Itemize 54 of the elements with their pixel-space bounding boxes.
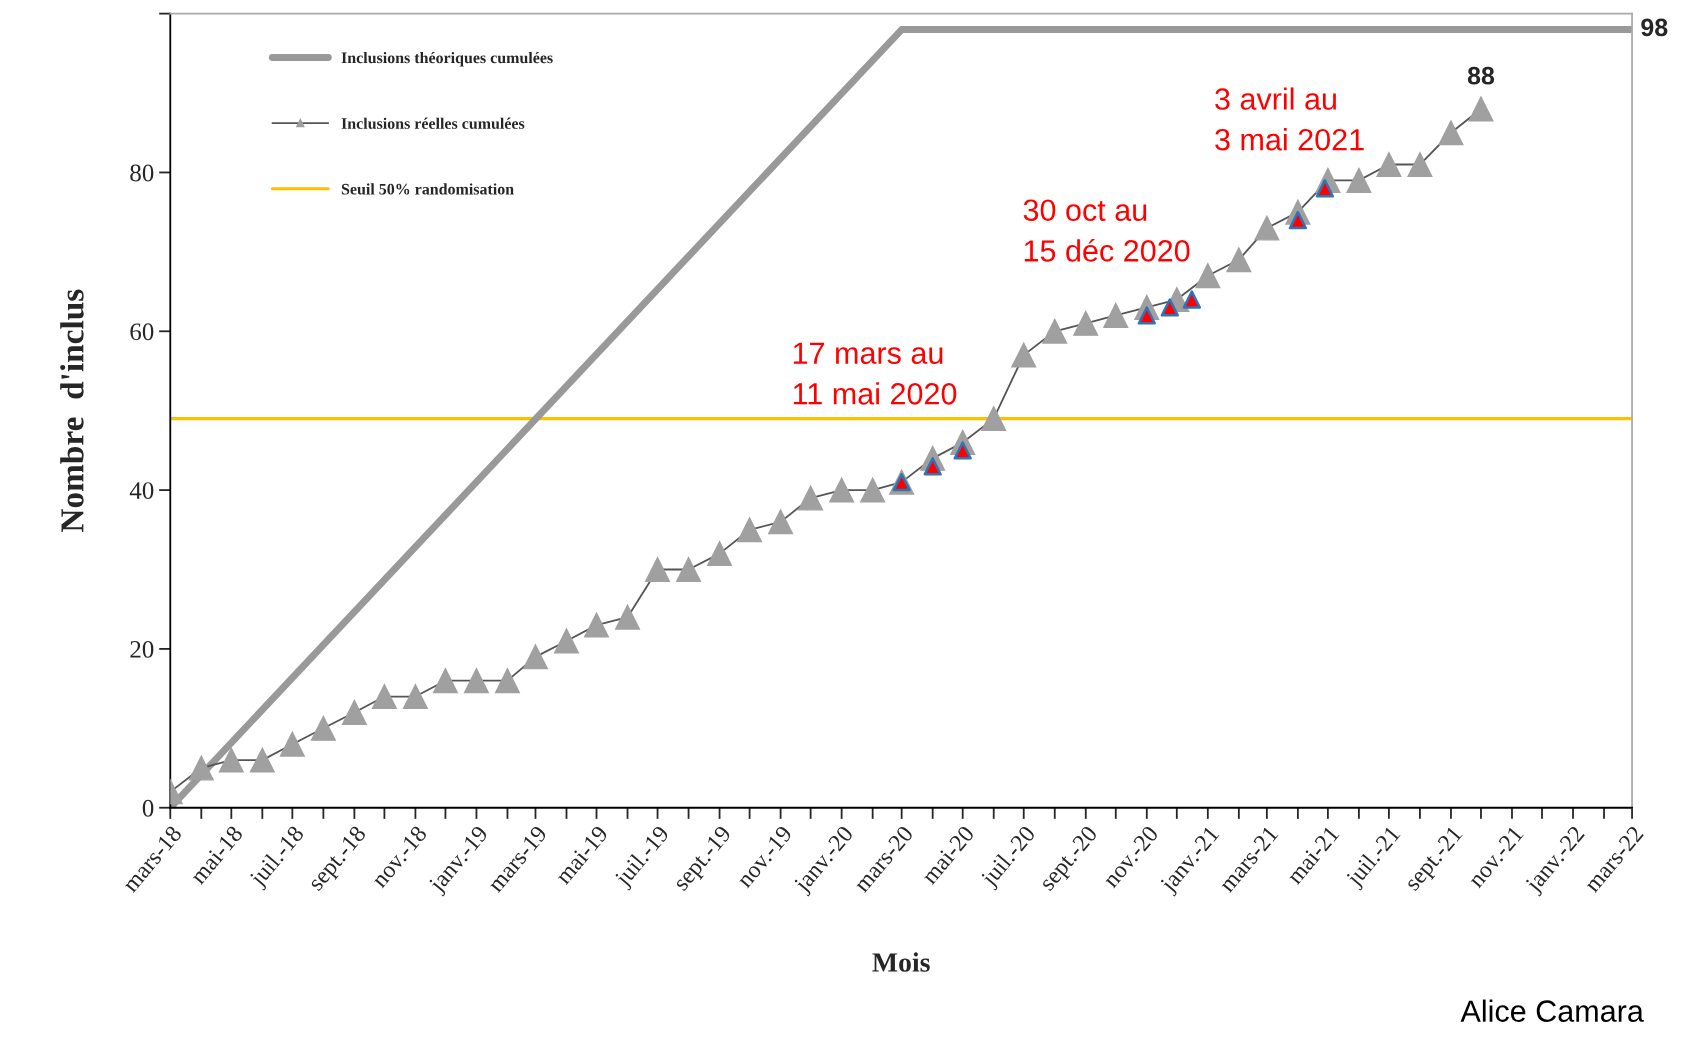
point xyxy=(1011,342,1037,368)
text: Alice Camara xyxy=(1460,999,1644,1022)
point xyxy=(341,699,367,725)
point xyxy=(860,477,886,503)
point xyxy=(188,755,214,781)
point xyxy=(371,684,397,710)
point xyxy=(1160,298,1179,317)
x-axis-title: Mois xyxy=(872,952,930,972)
point xyxy=(1226,247,1252,273)
point xyxy=(1376,152,1402,178)
point xyxy=(707,541,733,567)
y-tick-label: 20 xyxy=(130,640,154,658)
data-label: 98 xyxy=(1641,18,1668,37)
point xyxy=(829,477,855,503)
y-tick-label: 60 xyxy=(130,323,154,341)
point xyxy=(1042,318,1068,344)
point xyxy=(494,668,520,694)
annotation: 3 avril au 3 mai 2021 xyxy=(1215,87,1364,151)
point xyxy=(676,557,702,583)
y-tick-label: 0 xyxy=(142,799,154,817)
annotation: 17 mars au 11 mai 2020 xyxy=(793,342,957,405)
y-tick-label: 40 xyxy=(129,482,154,500)
legend-label: Inclusions théoriques cumulées xyxy=(341,51,553,67)
y-tick-label: 80 xyxy=(130,164,154,182)
point xyxy=(1438,120,1464,146)
point xyxy=(1103,302,1129,328)
point xyxy=(279,731,305,757)
y-axis-title: Nombre d'inclus xyxy=(60,289,84,532)
point xyxy=(981,406,1007,432)
data-label: 88 xyxy=(1467,66,1495,85)
point xyxy=(1346,167,1372,193)
point xyxy=(522,644,548,670)
point xyxy=(1468,96,1494,122)
point xyxy=(645,557,671,583)
point xyxy=(615,604,641,630)
point xyxy=(798,485,824,511)
point xyxy=(249,747,275,773)
point xyxy=(432,668,458,694)
legend-label: Seuil 50% randomisation xyxy=(341,183,514,195)
point xyxy=(1073,310,1099,336)
point xyxy=(768,509,794,535)
point xyxy=(737,517,763,543)
point xyxy=(1182,290,1201,309)
point xyxy=(1195,263,1221,289)
point xyxy=(553,628,579,654)
point xyxy=(463,668,489,694)
point xyxy=(402,684,428,710)
annotation: 30 oct au 15 déc 2020 xyxy=(1023,199,1190,262)
point xyxy=(310,715,336,741)
point xyxy=(218,747,244,773)
point xyxy=(1407,152,1433,178)
point xyxy=(1254,215,1280,241)
point xyxy=(584,612,610,638)
legend-label: Inclusions réelles cumulées xyxy=(341,117,525,129)
